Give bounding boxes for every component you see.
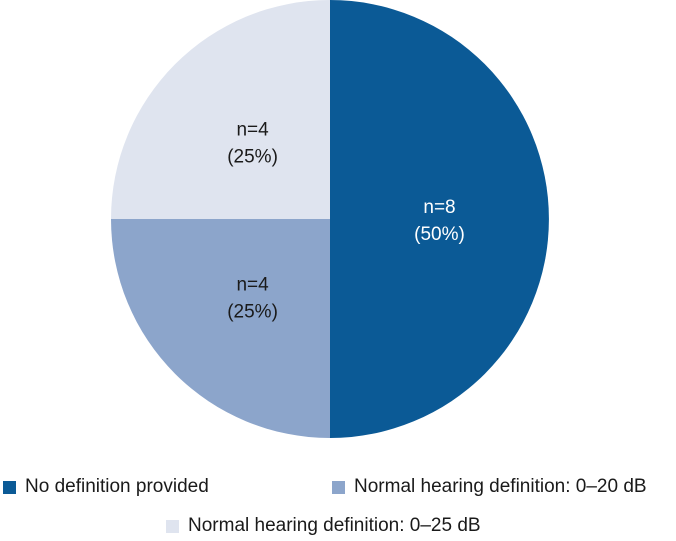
legend-label-normal-hearing-0-20: Normal hearing definition: 0–20 dB bbox=[354, 476, 647, 497]
pie-slice-no-definition[interactable] bbox=[330, 0, 549, 438]
slice-value-label-normal-hearing-0-20: n=4 bbox=[236, 274, 269, 295]
slice-percent-label-normal-hearing-0-25: (25%) bbox=[227, 147, 278, 168]
pie-slices bbox=[111, 0, 549, 438]
pie-slice-normal-hearing-0-25[interactable] bbox=[111, 0, 330, 219]
pie-labels: n=8 (50%) n=4 (25%) n=4 (25%) bbox=[227, 120, 465, 323]
pie-slice-normal-hearing-0-20[interactable] bbox=[111, 219, 330, 438]
legend-item-no-definition[interactable]: No definition provided bbox=[3, 476, 209, 498]
slice-value-label-normal-hearing-0-25: n=4 bbox=[236, 120, 269, 141]
slice-percent-label-no-definition: (50%) bbox=[414, 224, 465, 245]
legend-item-normal-hearing-0-20[interactable]: Normal hearing definition: 0–20 dB bbox=[332, 476, 647, 498]
legend-item-normal-hearing-0-25[interactable]: Normal hearing definition: 0–25 dB bbox=[166, 515, 481, 537]
pie-chart: n=8 (50%) n=4 (25%) n=4 (25%) bbox=[111, 0, 549, 438]
legend-label-no-definition: No definition provided bbox=[25, 476, 209, 497]
legend-label-normal-hearing-0-25: Normal hearing definition: 0–25 dB bbox=[188, 515, 481, 536]
legend-swatch-no-definition bbox=[3, 480, 16, 494]
slice-percent-label-normal-hearing-0-20: (25%) bbox=[227, 301, 278, 322]
legend-swatch-normal-hearing-0-25 bbox=[166, 519, 179, 533]
slice-value-label-no-definition: n=8 bbox=[423, 197, 455, 218]
legend-swatch-normal-hearing-0-20 bbox=[332, 480, 345, 494]
